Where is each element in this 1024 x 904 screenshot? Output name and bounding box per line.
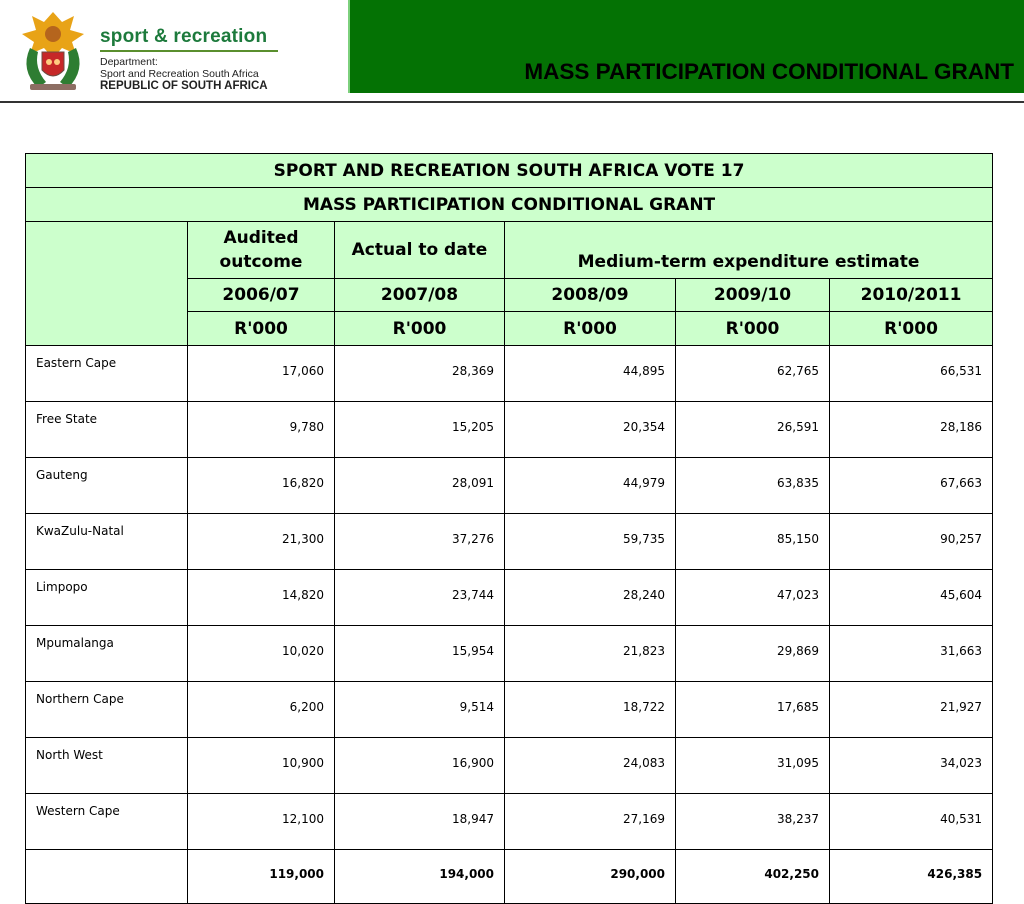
table-row: Mpumalanga 10,020 15,954 21,823 29,869 3…: [25, 625, 994, 682]
brand-divider: [100, 50, 278, 52]
value-cell: 62,765: [675, 345, 830, 402]
brand-name: sport & recreation: [100, 26, 268, 47]
value-cell: 28,091: [334, 457, 505, 514]
value-cell: 15,205: [334, 401, 505, 458]
value-cell: 28,369: [334, 345, 505, 402]
value-cell: 21,823: [504, 625, 676, 682]
value-cell: 59,735: [504, 513, 676, 570]
value-cell: 20,354: [504, 401, 676, 458]
table-row: Eastern Cape 17,060 28,369 44,895 62,765…: [25, 345, 994, 402]
value-cell: 10,900: [187, 737, 335, 794]
value-cell: 9,780: [187, 401, 335, 458]
value-cell: 47,023: [675, 569, 830, 626]
total-cell: 402,250: [675, 849, 830, 904]
value-cell: 85,150: [675, 513, 830, 570]
title-bar: MASS PARTICIPATION CONDITIONAL GRANT: [348, 0, 1024, 93]
value-cell: 10,020: [187, 625, 335, 682]
unit-header: R'000: [334, 311, 505, 346]
header-mtee: Medium-term expenditure estimate: [503, 221, 994, 279]
value-cell: 17,060: [187, 345, 335, 402]
header-divider: [0, 101, 1024, 103]
province-name: KwaZulu-Natal: [25, 513, 188, 570]
table-title-2: MASS PARTICIPATION CONDITIONAL GRANT: [24, 187, 994, 222]
dept-line-1: Department:: [100, 56, 158, 68]
province-name: North West: [25, 737, 188, 794]
coat-of-arms-icon: [22, 12, 84, 90]
province-name: Northern Cape: [25, 681, 188, 738]
unit-header: R'000: [828, 311, 994, 346]
province-name: Gauteng: [25, 457, 188, 514]
value-cell: 26,591: [675, 401, 830, 458]
value-cell: 27,169: [504, 793, 676, 850]
value-cell: 14,820: [187, 569, 335, 626]
dept-line-3: REPUBLIC OF SOUTH AFRICA: [100, 80, 268, 92]
total-row: 119,000 194,000 290,000 402,250 426,385: [25, 849, 994, 904]
value-cell: 12,100: [187, 793, 335, 850]
value-cell: 38,237: [675, 793, 830, 850]
value-cell: 44,895: [504, 345, 676, 402]
province-name: Mpumalanga: [25, 625, 188, 682]
province-name: Eastern Cape: [25, 345, 188, 402]
value-cell: 40,531: [828, 793, 994, 850]
grant-table: SPORT AND RECREATION SOUTH AFRICA VOTE 1…: [24, 153, 994, 904]
value-cell: 21,927: [828, 681, 994, 738]
value-cell: 66,531: [828, 345, 994, 402]
value-cell: 45,604: [828, 569, 994, 626]
value-cell: 16,820: [187, 457, 335, 514]
value-cell: 21,300: [187, 513, 335, 570]
value-cell: 17,685: [675, 681, 830, 738]
unit-header: R'000: [187, 311, 335, 346]
unit-header: R'000: [675, 311, 830, 346]
value-cell: 67,663: [828, 457, 994, 514]
value-cell: 18,722: [504, 681, 676, 738]
province-header-cell: [25, 221, 188, 346]
year-header: 2006/07: [187, 278, 335, 312]
department-logo: sport & recreation Department: Sport and…: [16, 8, 296, 94]
table-title-1: SPORT AND RECREATION SOUTH AFRICA VOTE 1…: [24, 153, 994, 188]
table-row: Western Cape 12,100 18,947 27,169 38,237…: [25, 793, 994, 850]
value-cell: 63,835: [675, 457, 830, 514]
year-header: 2009/10: [675, 278, 830, 312]
value-cell: 6,200: [187, 681, 335, 738]
table-row: Northern Cape 6,200 9,514 18,722 17,685 …: [25, 681, 994, 738]
value-cell: 15,954: [334, 625, 505, 682]
table-row: KwaZulu-Natal 21,300 37,276 59,735 85,15…: [25, 513, 994, 570]
total-cell: 194,000: [334, 849, 505, 904]
value-cell: 28,240: [504, 569, 676, 626]
table-row: North West 10,900 16,900 24,083 31,095 3…: [25, 737, 994, 794]
table-row: Free State 9,780 15,205 20,354 26,591 28…: [25, 401, 994, 458]
value-cell: 24,083: [504, 737, 676, 794]
unit-header: R'000: [504, 311, 676, 346]
header-audited: Audited outcome: [187, 221, 335, 279]
value-cell: 31,095: [675, 737, 830, 794]
province-name: Free State: [25, 401, 188, 458]
value-cell: 9,514: [334, 681, 505, 738]
year-header: 2010/2011: [828, 278, 994, 312]
table-row: Limpopo 14,820 23,744 28,240 47,023 45,6…: [25, 569, 994, 626]
total-label-cell: [25, 849, 188, 904]
value-cell: 28,186: [828, 401, 994, 458]
value-cell: 29,869: [675, 625, 830, 682]
total-cell: 426,385: [828, 849, 994, 904]
value-cell: 44,979: [504, 457, 676, 514]
province-name: Western Cape: [25, 793, 188, 850]
value-cell: 18,947: [334, 793, 505, 850]
header-actual: Actual to date: [334, 221, 505, 279]
year-header: 2007/08: [334, 278, 505, 312]
slide-title: MASS PARTICIPATION CONDITIONAL GRANT: [524, 59, 1014, 84]
total-cell: 119,000: [187, 849, 335, 904]
table-row: Gauteng 16,820 28,091 44,979 63,835 67,6…: [25, 457, 994, 514]
value-cell: 23,744: [334, 569, 505, 626]
value-cell: 90,257: [828, 513, 994, 570]
value-cell: 16,900: [334, 737, 505, 794]
year-header: 2008/09: [504, 278, 676, 312]
province-name: Limpopo: [25, 569, 188, 626]
value-cell: 37,276: [334, 513, 505, 570]
value-cell: 34,023: [828, 737, 994, 794]
total-cell: 290,000: [504, 849, 676, 904]
value-cell: 31,663: [828, 625, 994, 682]
dept-line-2: Sport and Recreation South Africa: [100, 68, 259, 80]
